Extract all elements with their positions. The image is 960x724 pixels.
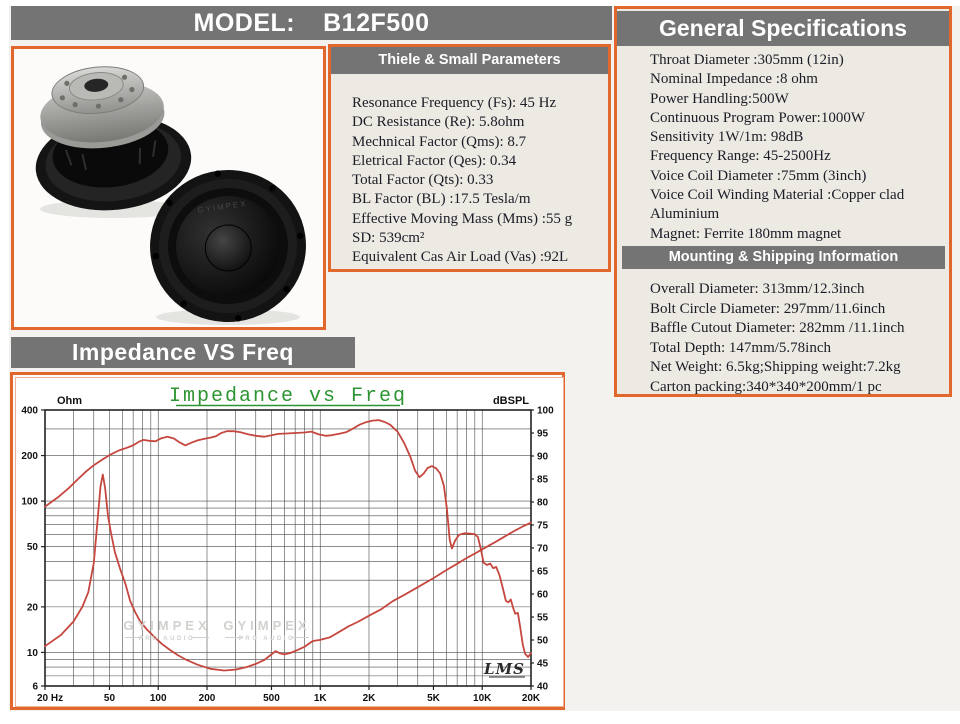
svg-text:60: 60 <box>537 590 549 601</box>
speaker-back-view <box>35 66 192 211</box>
general-specs-title: General Specifications <box>617 11 949 46</box>
spec-line: Throat Diameter :305mm (12in) <box>650 52 844 68</box>
product-photo: GYIMPEX <box>35 66 306 325</box>
svg-text:2K: 2K <box>363 693 377 704</box>
svg-text:500: 500 <box>263 693 280 704</box>
spec-line: BL Factor (BL) :17.5 Tesla/m <box>352 191 531 208</box>
bolt-holes <box>152 170 304 322</box>
impedance-freq-header: Impedance VS Freq <box>72 339 294 365</box>
spec-line: Net Weight: 6.5kg;Shipping weight:7.2kg <box>650 359 901 376</box>
svg-text:1K: 1K <box>314 693 328 704</box>
svg-text:95: 95 <box>537 429 549 440</box>
svg-text:Impedance vs Freq: Impedance vs Freq <box>169 385 407 408</box>
page-margin-top <box>0 0 960 6</box>
magnet-bolts <box>59 74 135 109</box>
page-margin-left <box>0 0 9 724</box>
svg-text:70: 70 <box>537 544 549 555</box>
svg-text:50: 50 <box>537 636 549 647</box>
spec-line: Resonance Frequency (Fs): 45 Hz <box>352 95 557 111</box>
svg-text:dBSPL: dBSPL <box>493 395 529 407</box>
thiele-small-panel: Thiele & Small Parameters Resonance Freq… <box>328 44 611 272</box>
model-label: MODEL: <box>193 8 296 37</box>
svg-text:200: 200 <box>199 693 216 704</box>
svg-text:20 Hz: 20 Hz <box>37 693 63 704</box>
svg-text:55: 55 <box>537 613 549 624</box>
spec-line: DC Resistance (Re): 5.8ohm <box>352 114 525 131</box>
svg-text:75: 75 <box>537 521 549 532</box>
svg-text:6: 6 <box>32 682 38 693</box>
spec-line: Sensitivity 1W/1m: 98dB <box>650 129 804 146</box>
svg-text:45: 45 <box>537 659 549 670</box>
general-specs-panel: General Specifications Throat Diameter :… <box>614 6 952 397</box>
svg-text:40: 40 <box>537 682 549 693</box>
svg-text:90: 90 <box>537 452 549 463</box>
spec-line: Effective Moving Mass (Mms) :55 g <box>352 210 573 227</box>
svg-text:65: 65 <box>537 567 549 578</box>
svg-text:LMS: LMS <box>483 660 525 678</box>
spec-line: Carton packing:340*340*200mm/1 pc <box>650 378 882 395</box>
svg-text:85: 85 <box>537 475 549 486</box>
spec-line: Overall Diameter: 313mm/12.3inch <box>650 280 865 297</box>
model-value: B12F500 <box>323 8 430 37</box>
svg-text:GYIMPEX: GYIMPEX <box>123 618 210 633</box>
model-header-bar: MODEL: B12F500 <box>11 6 612 40</box>
svg-text:50: 50 <box>27 542 39 553</box>
svg-text:100: 100 <box>21 497 38 508</box>
svg-text:PRO AUDIO: PRO AUDIO <box>239 636 295 642</box>
product-photo-panel: GYIMPEX <box>11 46 326 330</box>
spec-line: Power Handling:500W <box>650 90 789 107</box>
thiele-small-specs: Resonance Frequency (Fs): 45 Hz DC Resis… <box>331 74 608 268</box>
impedance-chart-panel: Impedance vs Freq Ohm dBSPL 400 200 100 50 20 10… <box>10 372 565 710</box>
svg-text:100: 100 <box>537 406 554 417</box>
mounting-shipping-list: Overall Diameter: 313mm/12.3inch Bolt Ci… <box>617 269 949 398</box>
spec-line: Bolt Circle Diameter: 297mm/11.6inch <box>650 300 886 317</box>
spec-line: Eletrical Factor (Qes): 0.34 <box>352 152 517 169</box>
spec-line: Total Factor (Qts): 0.33 <box>352 172 494 189</box>
svg-text:GYIMPEX: GYIMPEX <box>223 618 310 633</box>
svg-text:PRO AUDIO: PRO AUDIO <box>139 636 195 642</box>
svg-text:5K: 5K <box>427 693 441 704</box>
page-margin-bottom <box>0 711 960 724</box>
svg-text:20K: 20K <box>522 693 541 704</box>
svg-text:80: 80 <box>537 498 549 509</box>
spec-line: Baffle Cutout Diameter: 282mm /11.1inch <box>650 320 905 337</box>
general-specs-list: Throat Diameter :305mm (12in) Nominal Im… <box>617 46 949 244</box>
svg-text:10K: 10K <box>473 693 492 704</box>
svg-text:Ohm: Ohm <box>57 395 82 407</box>
impedance-chart: Impedance vs Freq Ohm dBSPL 400 200 100 50 20 10… <box>15 377 564 707</box>
spec-line: Total Depth: 147mm/5.78inch <box>650 339 832 356</box>
spec-line: Voice Coil Winding Material :Copper clad… <box>650 187 905 223</box>
chart-image: Impedance vs Freq Ohm dBSPL 400 200 100 50 20 10… <box>15 377 564 707</box>
impedance-freq-header-bar: Impedance VS Freq <box>11 337 355 368</box>
svg-text:100: 100 <box>150 693 167 704</box>
spec-line: SD: 539cm² <box>352 230 425 247</box>
svg-text:50: 50 <box>104 693 116 704</box>
spec-line: Continuous Program Power:1000W <box>650 109 865 126</box>
mounting-shipping-title: Mounting & Shipping Information <box>622 245 945 269</box>
thiele-small-title: Thiele & Small Parameters <box>331 47 608 74</box>
spec-line: Mechnical Factor (Qms): 8.7 <box>352 133 527 150</box>
spec-line: Frequency Range: 45-2500Hz <box>650 148 831 165</box>
spec-line: Nominal Impedance :8 ohm <box>650 71 818 88</box>
spec-line: Magnet: Ferrite 180mm magnet <box>650 225 842 242</box>
svg-text:200: 200 <box>21 451 38 462</box>
spec-line: Equivalent Cas Air Load (Vas) :92L <box>352 249 569 266</box>
svg-text:400: 400 <box>21 406 38 417</box>
speaker-front-view: GYIMPEX <box>150 169 306 323</box>
svg-text:10: 10 <box>27 648 39 659</box>
spec-line: Voice Coil Diameter :75mm (3inch) <box>650 167 867 184</box>
svg-text:20: 20 <box>27 602 39 613</box>
